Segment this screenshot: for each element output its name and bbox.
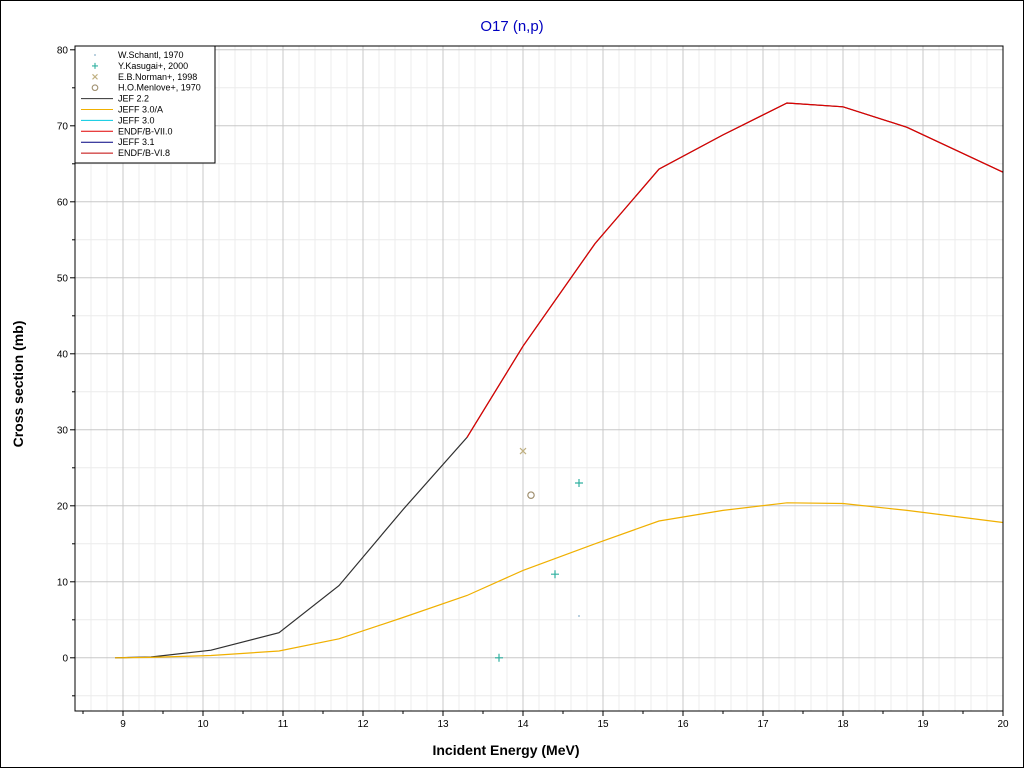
data-point-w-schantl-1970 [578,615,580,617]
legend-label-endf-b-vii-0: ENDF/B-VII.0 [118,126,173,136]
legend-label-endf-b-vi-8: ENDF/B-VI.8 [118,148,170,158]
data-point-e-b-norman-1998 [519,447,527,455]
series-line-jeff-3-0-a [114,502,1004,659]
x-tick-label: 12 [357,719,369,730]
legend-label-e-b-norman-1998: E.B.Norman+, 1998 [118,72,197,82]
y-tick-label: 0 [62,653,68,664]
x-tick-label: 18 [837,719,849,730]
legend-box [74,45,216,164]
legend-label-jef-2-2: JEF 2.2 [118,94,149,104]
data-point-h-o-menlove-1970 [527,491,535,499]
chart-title: O17 (n,p) [480,18,543,35]
y-tick-label: 10 [57,577,69,588]
x-tick-label: 19 [917,719,929,730]
legend-label-h-o-menlove-1970: H.O.Menlove+, 1970 [118,83,201,93]
y-axis-label: Cross section (mb) [10,321,26,448]
legend-swatch-y-kasugai-2000 [92,62,98,69]
legend-label-jeff-3-1: JEFF 3.1 [118,137,155,147]
x-tick-label: 10 [197,719,209,730]
legend-label-jeff-3-0: JEFF 3.0 [118,115,155,125]
y-tick-label: 20 [57,501,69,512]
legend-swatch-e-b-norman-1998 [92,73,98,80]
x-tick-label: 15 [597,719,609,730]
x-tick-label: 16 [677,719,689,730]
x-tick-label: 9 [120,719,126,730]
y-tick-label: 30 [57,425,69,436]
y-tick-label: 70 [57,121,69,132]
legend-swatch-w-schantl-1970 [94,54,96,56]
x-axis-label: Incident Energy (MeV) [432,742,579,758]
legend-label-w-schantl-1970: W.Schantl, 1970 [118,50,184,60]
legend-swatch-h-o-menlove-1970 [91,84,99,92]
y-tick-label: 40 [57,349,69,360]
data-point-y-kasugai-2000 [551,570,559,579]
plot-area-border [74,45,1004,712]
legend-label-y-kasugai-2000: Y.Kasugai+, 2000 [118,61,188,71]
y-tick-label: 60 [57,197,69,208]
x-tick-label: 17 [757,719,769,730]
x-tick-label: 20 [997,719,1009,730]
x-tick-label: 14 [517,719,529,730]
series-line-endf-b-vii-0 [466,102,1004,438]
y-tick-label: 80 [57,45,69,56]
y-tick-label: 50 [57,273,69,284]
data-point-y-kasugai-2000 [575,479,583,487]
axes: 9 10 11 12 13 14 15 16 17 18 19 20 0 10 20 30 40 50 60 70 80 [57,45,1009,730]
x-tick-label: 11 [278,719,289,730]
legend-label-jeff-3-0-a: JEFF 3.0/A [118,105,163,115]
x-tick-label: 13 [437,719,449,730]
series-layer [114,102,1004,662]
data-point-y-kasugai-2000 [495,653,503,662]
